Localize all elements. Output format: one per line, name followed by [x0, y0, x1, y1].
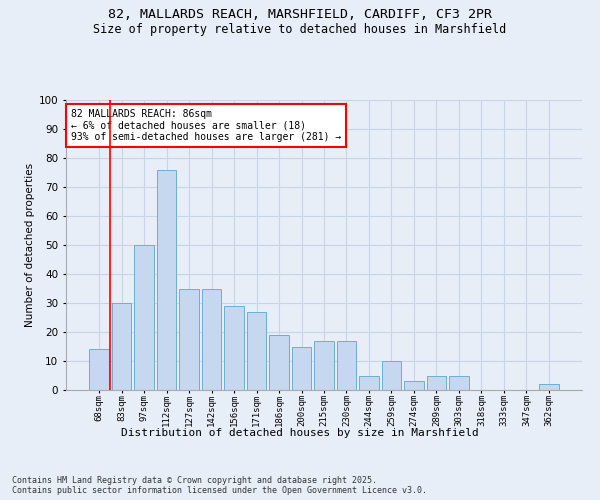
Bar — [539, 384, 559, 390]
Text: 82, MALLARDS REACH, MARSHFIELD, CARDIFF, CF3 2PR: 82, MALLARDS REACH, MARSHFIELD, CARDIFF,… — [108, 8, 492, 20]
Bar — [157, 170, 176, 390]
Y-axis label: Number of detached properties: Number of detached properties — [25, 163, 35, 327]
Bar — [404, 382, 424, 390]
Bar — [202, 288, 221, 390]
Bar — [134, 245, 154, 390]
Text: 82 MALLARDS REACH: 86sqm
← 6% of detached houses are smaller (18)
93% of semi-de: 82 MALLARDS REACH: 86sqm ← 6% of detache… — [71, 108, 341, 142]
Bar — [112, 303, 131, 390]
Bar — [314, 340, 334, 390]
Text: Contains HM Land Registry data © Crown copyright and database right 2025.
Contai: Contains HM Land Registry data © Crown c… — [12, 476, 427, 495]
Bar — [179, 288, 199, 390]
Text: Distribution of detached houses by size in Marshfield: Distribution of detached houses by size … — [121, 428, 479, 438]
Bar — [427, 376, 446, 390]
Bar — [359, 376, 379, 390]
Bar — [337, 340, 356, 390]
Bar — [224, 306, 244, 390]
Text: Size of property relative to detached houses in Marshfield: Size of property relative to detached ho… — [94, 22, 506, 36]
Bar — [89, 350, 109, 390]
Bar — [269, 335, 289, 390]
Bar — [247, 312, 266, 390]
Bar — [292, 346, 311, 390]
Bar — [382, 361, 401, 390]
Bar — [449, 376, 469, 390]
